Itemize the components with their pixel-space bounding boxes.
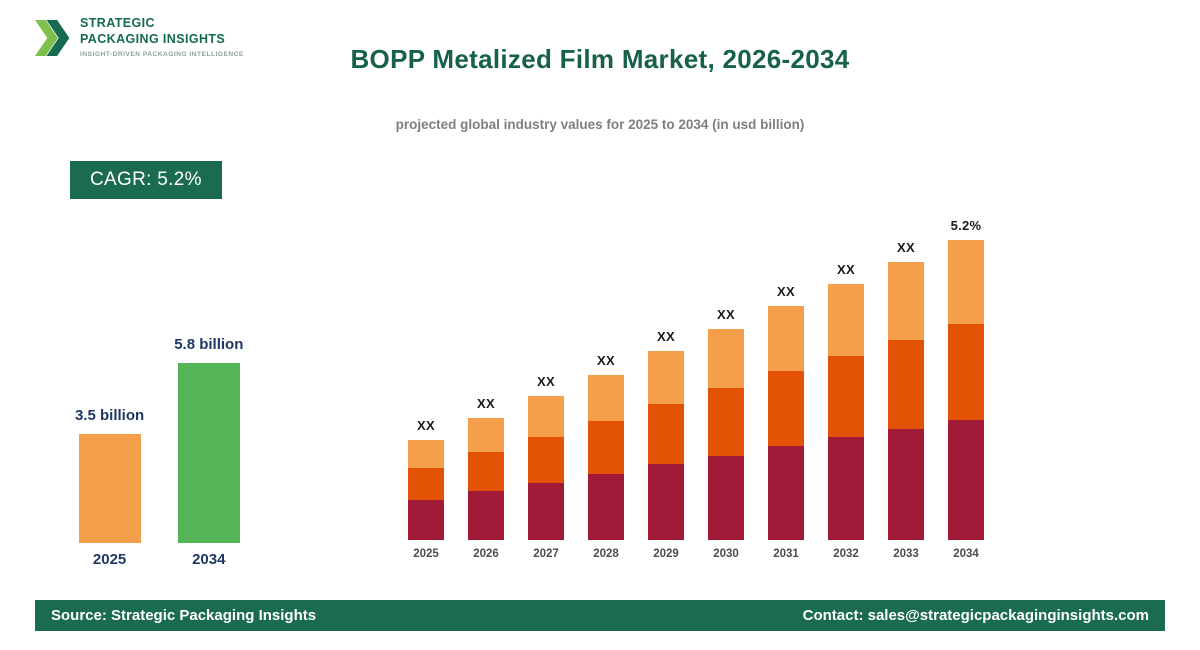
bar-top-label: XX [417, 418, 435, 433]
stacked-bar-group: XX 2033 [888, 240, 924, 560]
bar-segment-middle [528, 436, 564, 483]
bar-year-label: 2034 [953, 548, 979, 560]
stacked-bar [708, 329, 744, 540]
stacked-chart: XX 2025 XX 2026 XX 2027 XX 2028 XX 2029 XX 2030 XX 20… [408, 195, 984, 560]
bar-segment-middle [468, 452, 504, 492]
bar-segment-bottom [588, 474, 624, 540]
bar-top-label: XX [897, 240, 915, 255]
bar-year-label: 2028 [593, 548, 619, 560]
bar-segment-bottom [888, 428, 924, 540]
stacked-bar [588, 375, 624, 540]
comparison-bar-group: 5.8 billion 2034 [174, 336, 243, 568]
stacked-bar-group: 5.2% 2034 [948, 218, 984, 560]
stacked-bar-group: XX 2032 [828, 262, 864, 560]
comparison-bar-group: 3.5 billion 2025 [75, 407, 144, 568]
bar-year-label: 2033 [893, 548, 919, 560]
bar-year-label: 2030 [713, 548, 739, 560]
stacked-bar-group: XX 2029 [648, 329, 684, 560]
bar-segment-bottom [828, 437, 864, 540]
bar-top-label: XX [597, 353, 615, 368]
footer-bar: Source: Strategic Packaging Insights Con… [35, 600, 1165, 631]
bar-segment-top [468, 418, 504, 453]
bar-top-label: XX [537, 374, 555, 389]
bar-segment-bottom [408, 500, 444, 540]
bar-segment-top [708, 329, 744, 389]
brand-chevron-icon [35, 20, 70, 56]
bar-segment-top [888, 262, 924, 340]
cagr-badge: CAGR: 5.2% [70, 161, 222, 199]
bar-segment-bottom [528, 482, 564, 540]
bar-segment-middle [768, 371, 804, 447]
stacked-bar-group: XX 2025 [408, 418, 444, 560]
bar-segment-top [768, 306, 804, 372]
stacked-bar-group: XX 2031 [768, 284, 804, 560]
bar-segment-top [828, 284, 864, 356]
bar-segment-top [588, 375, 624, 422]
bar-segment-bottom [648, 464, 684, 540]
stacked-bar [828, 284, 864, 540]
bar-top-label: 5.2% [950, 218, 982, 233]
bar-segment-middle [588, 421, 624, 474]
bar-segment-top [408, 440, 444, 468]
brand-logo: STRATEGIC PACKAGING INSIGHTS INSIGHT-DRI… [35, 12, 244, 64]
bar-year-label: 2034 [192, 551, 226, 568]
bar-segment-middle [708, 388, 744, 456]
bar-year-label: 2025 [413, 548, 439, 560]
stacked-bar [648, 351, 684, 540]
bar-year-label: 2029 [653, 548, 679, 560]
footer-source: Source: Strategic Packaging Insights [51, 607, 317, 624]
stacked-bar [408, 440, 444, 540]
bar-segment-bottom [708, 455, 744, 540]
stacked-bar [768, 306, 804, 540]
bar-top-label: XX [777, 284, 795, 299]
stacked-bar-group: XX 2027 [528, 374, 564, 560]
bar-top-label: XX [837, 262, 855, 277]
bar-segment-bottom [948, 420, 984, 540]
page-subtitle: projected global industry values for 202… [395, 117, 805, 132]
bar-value-label: 3.5 billion [75, 407, 145, 424]
bar-segment-middle [648, 403, 684, 465]
page-title: BOPP Metalized Film Market, 2026-2034 [350, 44, 850, 74]
bar-year-label: 2027 [533, 548, 559, 560]
bar-top-label: XX [717, 307, 735, 322]
mini-chart: 3.5 billion 2025 5.8 billion 2034 [75, 330, 243, 568]
stacked-bar [468, 418, 504, 540]
stacked-bar [888, 262, 924, 540]
brand-tagline: INSIGHT-DRIVEN PACKAGING INTELLIGENCE [80, 51, 244, 59]
bar-year-label: 2025 [92, 551, 127, 568]
stacked-bar-group: XX 2026 [468, 396, 504, 560]
bar-segment-bottom [768, 446, 804, 540]
bar-year-label: 2026 [473, 548, 499, 560]
comparison-bar [177, 363, 240, 543]
bar-year-label: 2032 [833, 548, 859, 560]
stacked-bar [948, 240, 984, 540]
brand-name-line2: PACKAGING INSIGHTS [80, 31, 226, 46]
bar-year-label: 2031 [773, 548, 799, 560]
stacked-bar [528, 396, 564, 540]
bar-top-label: XX [477, 396, 495, 411]
bar-top-label: XX [657, 329, 675, 344]
bar-segment-top [528, 396, 564, 437]
bar-segment-top [948, 240, 984, 324]
bar-segment-middle [948, 323, 984, 420]
stacked-bar-group: XX 2028 [588, 353, 624, 560]
bar-segment-top [648, 351, 684, 404]
bar-segment-middle [828, 355, 864, 438]
bar-value-label: 5.8 billion [174, 336, 244, 353]
stacked-bar-group: XX 2030 [708, 307, 744, 560]
comparison-bar [78, 434, 141, 543]
footer-contact: Contact: sales@strategicpackaginginsight… [802, 607, 1149, 624]
bar-segment-middle [408, 468, 444, 500]
brand-name-line1: STRATEGIC [80, 16, 155, 30]
brand-text: STRATEGIC PACKAGING INSIGHTS INSIGHT-DRI… [80, 12, 244, 58]
bar-segment-bottom [468, 491, 504, 540]
bar-segment-middle [888, 339, 924, 429]
